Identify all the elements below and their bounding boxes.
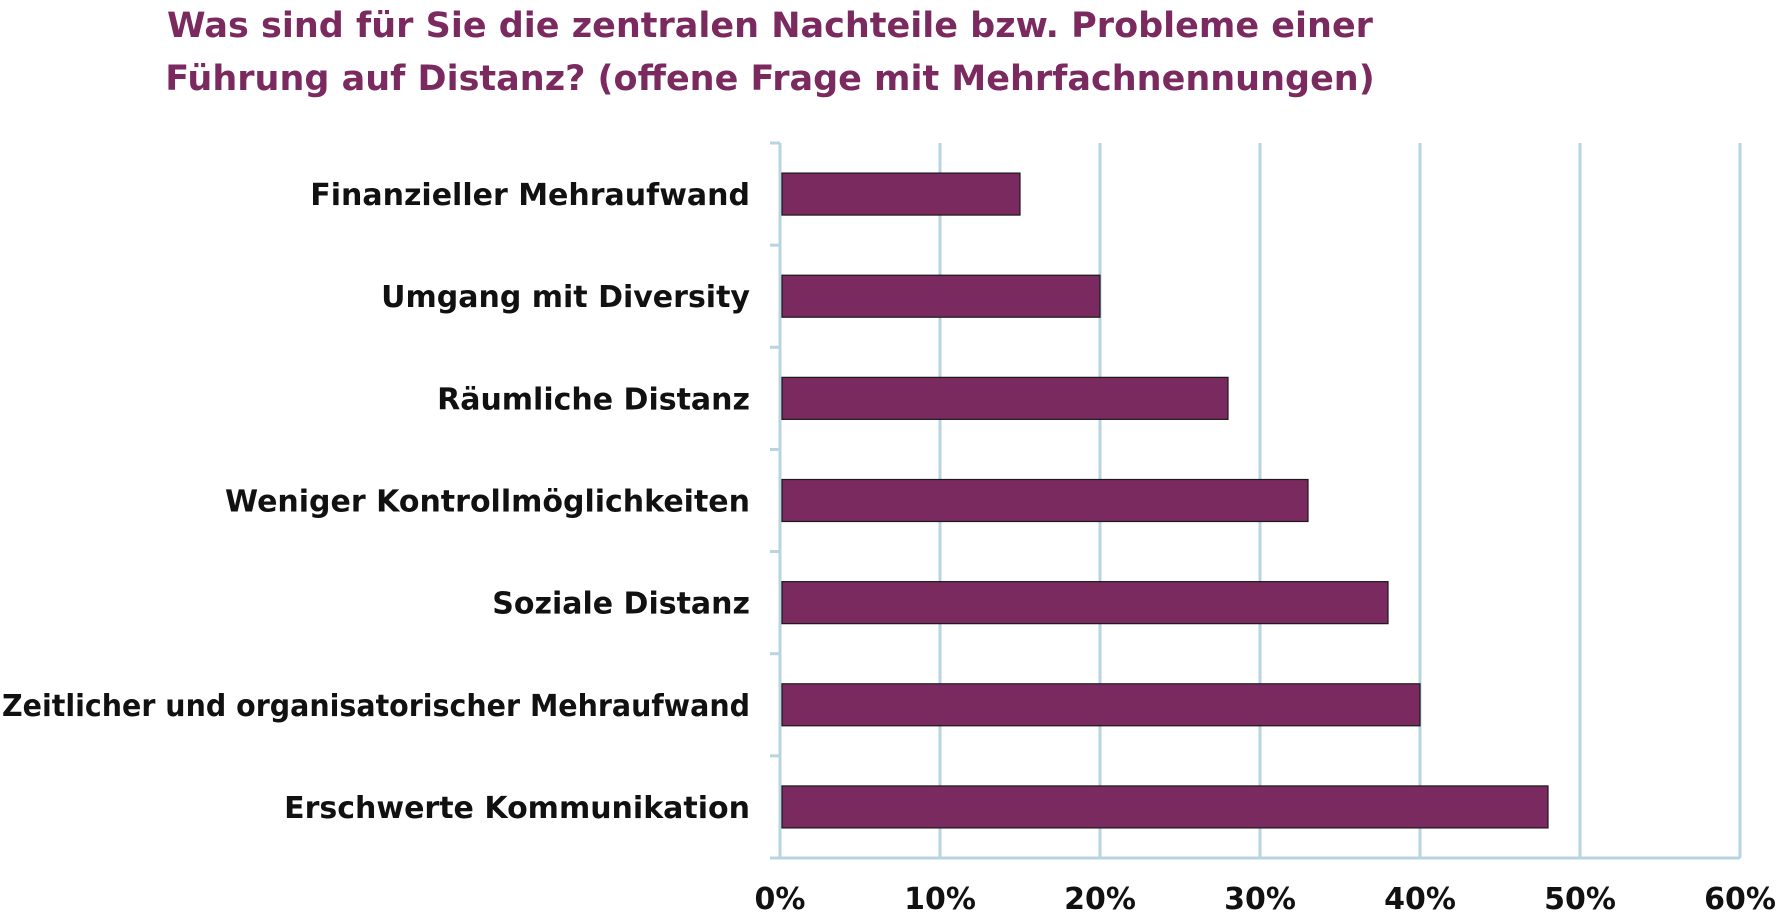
bars [781,172,1549,829]
category-label: Soziale Distanz [492,587,750,622]
category-label: Erschwerte Kommunikation [284,791,750,826]
category-label: Finanzieller Mehraufwand [310,178,750,213]
category-label: Umgang mit Diversity [381,280,750,315]
bar [781,785,1549,829]
bar [781,581,1389,625]
category-labels: Finanzieller Mehraufwand Umgang mit Diver… [2,178,750,826]
bar [781,376,1229,420]
bar [781,478,1309,523]
x-tick-label: 0% [755,882,806,917]
bar [781,683,1421,727]
x-tick-label: 30% [1224,882,1296,917]
x-tick-label: 40% [1384,882,1456,917]
x-tick-label: 20% [1064,882,1136,917]
x-tick-label: 50% [1544,882,1616,917]
x-tick-label: 60% [1704,882,1776,917]
category-label: Weniger Kontrollmöglichkeiten [225,485,750,520]
bar [781,274,1101,318]
x-tick-labels: 0% 10% 20% 30% 40% 50% 60% [755,882,1776,917]
category-label: Zeitlicher und organisatorischer Mehrauf… [2,689,750,724]
x-tick-label: 10% [904,882,976,917]
bar [781,172,1021,216]
category-label: Räumliche Distanz [437,382,750,417]
chart-title: Was sind für Sie die zentralen Nachteile… [165,6,1375,99]
